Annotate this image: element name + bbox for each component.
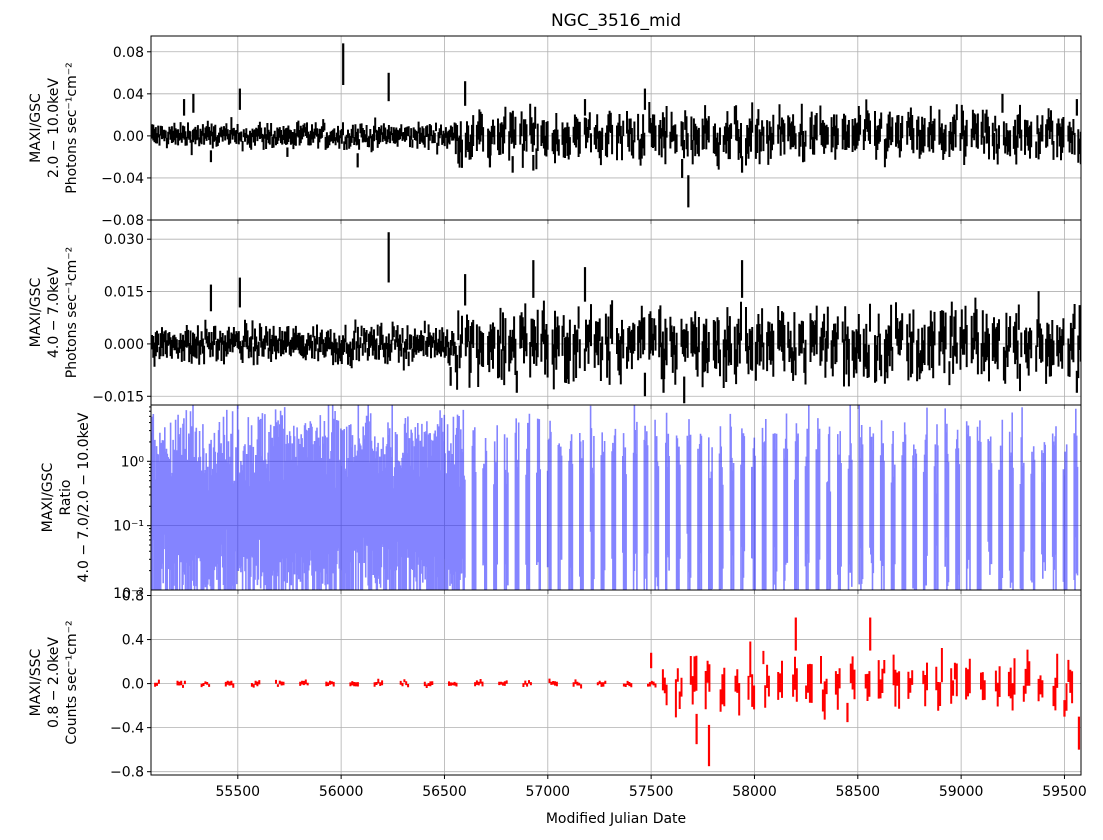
y-tick-label: 10⁰ <box>121 454 145 470</box>
y-axis-label-line: Photons sec⁻¹cm⁻² <box>64 247 80 379</box>
y-tick-label: 0.04 <box>113 87 144 103</box>
y-tick-label: 0.015 <box>104 285 144 301</box>
panel-ssc-0.8-2: 0.8 0.4 0.0 −0.4 −0.8 MAXI/SSC 0.8 − 2.0keV Cou… <box>28 589 1087 800</box>
x-tick-label: 55500 <box>216 784 261 800</box>
x-tick-label: 56500 <box>422 784 467 800</box>
ratio-errorbars <box>151 405 1079 590</box>
y-axis-label-line: MAXI/GSC <box>28 277 44 347</box>
x-tick-label: 59500 <box>1042 784 1087 800</box>
y-axis-label-line: MAXI/GSC <box>28 93 44 163</box>
y-tick-label: −0.08 <box>101 213 144 229</box>
y-tick-label: −0.8 <box>110 765 144 781</box>
y-axis-label-line: MAXI/SSC <box>28 648 44 716</box>
chart-title: NGC_3516_mid <box>551 11 681 31</box>
errorbar-series <box>151 99 1081 170</box>
y-tick-label: 10⁻¹ <box>113 519 144 535</box>
x-tick-label: 58000 <box>732 784 777 800</box>
y-tick-label: 0.0 <box>122 677 144 693</box>
y-axis-label-line: 4.0 − 7.0/2.0 − 10.0keV <box>76 412 92 582</box>
y-tick-label: 0.00 <box>113 129 144 145</box>
errorbar-series <box>151 291 1081 392</box>
y-axis-label-line: Counts sec⁻¹cm⁻² <box>64 620 80 744</box>
y-axis-label-line: 4.0 − 7.0keV <box>46 267 62 358</box>
series-ssc-0.8-2 <box>154 617 1081 767</box>
y-tick-label: −0.04 <box>101 171 144 187</box>
y-tick-label: 0.08 <box>113 45 144 61</box>
series-ratio <box>151 405 1079 590</box>
y-axis-label-line: 2.0 − 10.0keV <box>46 78 62 178</box>
ssc-errorbars <box>154 641 1074 720</box>
x-tick-label: 57500 <box>629 784 674 800</box>
y-tick-label: 10⁻² <box>113 586 144 602</box>
y-tick-label: 0.000 <box>104 337 144 353</box>
panel-frame <box>150 589 1082 776</box>
panel-gsc-2-10: 0.08 0.04 0.00 −0.04 −0.08 MAXI/GSC 2.0 − 10.0… <box>28 35 1082 229</box>
x-tick-label: 59000 <box>939 784 984 800</box>
y-axis-label-line: MAXI/GSC <box>40 462 56 532</box>
y-tick-label: −0.4 <box>110 721 144 737</box>
y-tick-label: −0.015 <box>92 389 144 405</box>
x-tick-label: 57000 <box>526 784 571 800</box>
x-axis-label: Modified Julian Date <box>546 811 686 827</box>
y-tick-label: 0.030 <box>104 232 144 248</box>
y-axis-label-line: 0.8 − 2.0keV <box>46 637 62 728</box>
x-tick-label: 58500 <box>836 784 881 800</box>
series-gsc-4-7 <box>151 232 1081 404</box>
panel-ratio: 10⁰ 10⁻¹ 10⁻² MAXI/GSC Ratio 4.0 − 7.0/2.0 − … <box>40 404 1082 602</box>
y-axis-label-line: Ratio <box>58 480 74 516</box>
y-tick-label: 0.4 <box>122 633 144 649</box>
panel-gsc-4-7: 0.030 0.015 0.000 −0.015 MAXI/GSC 4.0 − 7.0ke… <box>28 219 1082 409</box>
x-tick-label: 56000 <box>319 784 364 800</box>
series-gsc-2-10 <box>151 43 1081 208</box>
y-tick-label: 0.8 <box>122 589 144 605</box>
y-axis-label-line: Photons sec⁻¹cm⁻² <box>64 62 80 194</box>
